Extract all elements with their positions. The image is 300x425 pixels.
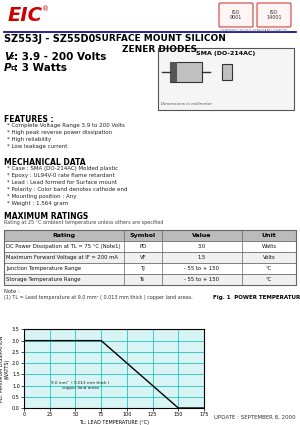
Bar bbox=[4, 241, 296, 252]
Text: VF: VF bbox=[140, 255, 146, 260]
Text: (1) TL = Lead temperature at 9.0 mm² ( 0.013 mm thick ) copper land areas.: (1) TL = Lead temperature at 9.0 mm² ( 0… bbox=[4, 295, 193, 300]
Text: FEATURES :: FEATURES : bbox=[4, 115, 54, 124]
Text: TJ: TJ bbox=[141, 266, 146, 271]
Text: Symbol: Symbol bbox=[130, 233, 156, 238]
Bar bbox=[4, 274, 296, 285]
Text: Watts: Watts bbox=[261, 244, 277, 249]
Text: Maximum Forward Voltage at IF = 200 mA: Maximum Forward Voltage at IF = 200 mA bbox=[6, 255, 118, 260]
Text: - 55 to + 150: - 55 to + 150 bbox=[184, 277, 220, 282]
Text: Rating at 25 °C ambient temperature unless others are specified: Rating at 25 °C ambient temperature unle… bbox=[4, 220, 164, 225]
Text: * Weight : 1.564 gram: * Weight : 1.564 gram bbox=[7, 201, 68, 206]
Text: Z: Z bbox=[10, 55, 14, 60]
Text: Unit: Unit bbox=[262, 233, 276, 238]
Text: DC Power Dissipation at TL = 75 °C (Note1): DC Power Dissipation at TL = 75 °C (Note… bbox=[6, 244, 121, 249]
FancyBboxPatch shape bbox=[257, 3, 291, 27]
Text: Rating: Rating bbox=[52, 233, 76, 238]
Text: ISO
14001: ISO 14001 bbox=[266, 10, 282, 20]
Text: - 55 to + 150: - 55 to + 150 bbox=[184, 266, 220, 271]
Text: * Low leakage current: * Low leakage current bbox=[7, 144, 68, 149]
Bar bbox=[222, 64, 232, 80]
Text: SMA (DO-214AC): SMA (DO-214AC) bbox=[196, 51, 256, 56]
Text: CERTIFIED TO ISO STANDARD QS9000: CERTIFIED TO ISO STANDARD QS9000 bbox=[220, 28, 287, 32]
FancyBboxPatch shape bbox=[219, 3, 253, 27]
Bar bbox=[170, 62, 202, 82]
Text: Ts: Ts bbox=[140, 277, 146, 282]
Text: PD: PD bbox=[140, 244, 147, 249]
Text: SZ553J - SZ55D0: SZ553J - SZ55D0 bbox=[4, 34, 95, 44]
Text: ®: ® bbox=[42, 6, 49, 12]
Text: Note :: Note : bbox=[4, 289, 20, 294]
Text: V: V bbox=[4, 52, 12, 62]
Bar bbox=[4, 263, 296, 274]
Text: °C: °C bbox=[266, 277, 272, 282]
Text: Junction Temperature Range: Junction Temperature Range bbox=[6, 266, 81, 271]
Text: EIC: EIC bbox=[8, 6, 43, 25]
Text: Dimensions in millimeter: Dimensions in millimeter bbox=[161, 102, 212, 106]
Bar bbox=[4, 230, 296, 285]
Text: : 3 Watts: : 3 Watts bbox=[14, 63, 67, 73]
Text: Value: Value bbox=[192, 233, 212, 238]
Text: SURFACE MOUNT SILICON
ZENER DIODES: SURFACE MOUNT SILICON ZENER DIODES bbox=[94, 34, 225, 54]
Bar bbox=[4, 252, 296, 263]
Text: ISO
9001: ISO 9001 bbox=[230, 10, 242, 20]
Text: * Polarity : Color band denotes cathode end: * Polarity : Color band denotes cathode … bbox=[7, 187, 128, 192]
Text: * High reliability: * High reliability bbox=[7, 137, 51, 142]
Text: D: D bbox=[10, 66, 15, 71]
Text: : 3.9 - 200 Volts: : 3.9 - 200 Volts bbox=[14, 52, 106, 62]
X-axis label: TL: LEAD TEMPERATURE (°C): TL: LEAD TEMPERATURE (°C) bbox=[79, 420, 149, 425]
Text: Fig. 1  POWER TEMPERATURE DERATING CURVE: Fig. 1 POWER TEMPERATURE DERATING CURVE bbox=[213, 295, 300, 300]
Text: MECHANICAL DATA: MECHANICAL DATA bbox=[4, 158, 86, 167]
Text: Volts: Volts bbox=[262, 255, 275, 260]
Text: 3.0: 3.0 bbox=[198, 244, 206, 249]
Text: UPDATE : SEPTEMBER 8, 2000: UPDATE : SEPTEMBER 8, 2000 bbox=[214, 415, 296, 420]
Text: Storage Temperature Range: Storage Temperature Range bbox=[6, 277, 81, 282]
Text: 9.0 mm²  ( 0.013 mm thick )
copper land areas: 9.0 mm² ( 0.013 mm thick ) copper land a… bbox=[51, 381, 110, 390]
Text: MAXIMUM RATINGS: MAXIMUM RATINGS bbox=[4, 212, 88, 221]
Text: 1.5: 1.5 bbox=[198, 255, 206, 260]
Text: P: P bbox=[4, 63, 12, 73]
Bar bbox=[158, 48, 294, 110]
Bar bbox=[4, 230, 296, 241]
Text: * High peak reverse power dissipation: * High peak reverse power dissipation bbox=[7, 130, 112, 135]
Text: * Case : SMA (DO-214AC) Molded plastic: * Case : SMA (DO-214AC) Molded plastic bbox=[7, 166, 118, 171]
Text: * Lead : Lead formed for Surface mount: * Lead : Lead formed for Surface mount bbox=[7, 180, 117, 185]
Text: * Epoxy : UL94V-0 rate flame retardant: * Epoxy : UL94V-0 rate flame retardant bbox=[7, 173, 115, 178]
Text: * Complete Voltage Range 3.9 to 200 Volts: * Complete Voltage Range 3.9 to 200 Volt… bbox=[7, 123, 125, 128]
Text: * Mounting position : Any: * Mounting position : Any bbox=[7, 194, 77, 199]
Bar bbox=[170, 62, 177, 82]
Y-axis label: PD: MAXIMUM DISSIPATION
(WATTS): PD: MAXIMUM DISSIPATION (WATTS) bbox=[0, 335, 9, 402]
Text: °C: °C bbox=[266, 266, 272, 271]
